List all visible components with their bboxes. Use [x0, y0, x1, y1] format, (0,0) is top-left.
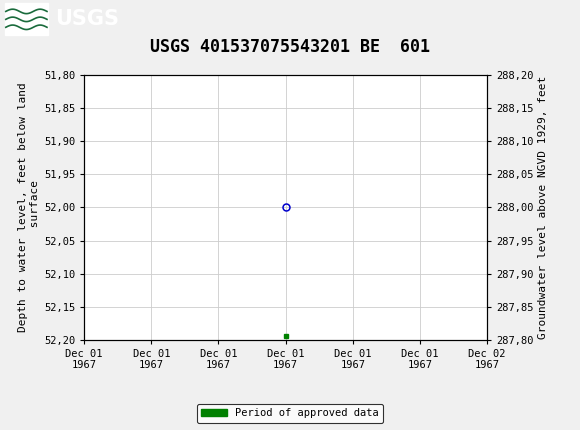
Y-axis label: Groundwater level above NGVD 1929, feet: Groundwater level above NGVD 1929, feet — [538, 76, 548, 339]
Text: USGS 401537075543201 BE  601: USGS 401537075543201 BE 601 — [150, 38, 430, 56]
Y-axis label: Depth to water level, feet below land
 surface: Depth to water level, feet below land su… — [18, 83, 39, 332]
Text: USGS: USGS — [55, 9, 119, 29]
Legend: Period of approved data: Period of approved data — [197, 404, 383, 423]
Bar — [5, 3, 48, 35]
